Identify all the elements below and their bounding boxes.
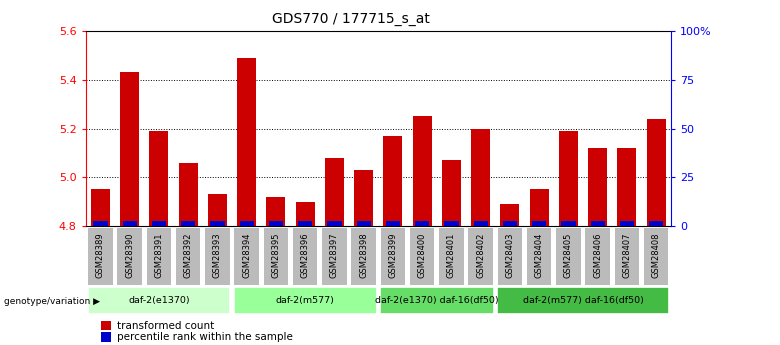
Bar: [618, 148, 636, 226]
Bar: [94, 220, 108, 226]
FancyBboxPatch shape: [381, 228, 406, 285]
Text: GDS770 / 177715_s_at: GDS770 / 177715_s_at: [272, 12, 430, 26]
Bar: [384, 136, 402, 226]
Bar: [211, 220, 225, 226]
FancyBboxPatch shape: [176, 228, 200, 285]
Text: GSM28403: GSM28403: [505, 232, 515, 278]
Text: GSM28393: GSM28393: [213, 232, 222, 278]
Bar: [415, 220, 429, 226]
Text: GSM28391: GSM28391: [154, 232, 164, 278]
Text: GSM28398: GSM28398: [359, 232, 368, 278]
Text: GSM28408: GSM28408: [651, 232, 661, 278]
FancyBboxPatch shape: [117, 228, 142, 285]
FancyBboxPatch shape: [351, 228, 376, 285]
Text: GSM28395: GSM28395: [271, 232, 281, 278]
Bar: [120, 72, 139, 226]
Bar: [503, 220, 517, 226]
Text: daf-2(e1370): daf-2(e1370): [128, 296, 190, 305]
Bar: [647, 119, 665, 226]
FancyBboxPatch shape: [322, 228, 346, 285]
Bar: [150, 131, 168, 226]
Bar: [413, 116, 431, 226]
Text: GSM28389: GSM28389: [96, 232, 105, 278]
Text: daf-2(m577): daf-2(m577): [276, 296, 335, 305]
FancyBboxPatch shape: [644, 228, 668, 285]
Text: genotype/variation ▶: genotype/variation ▶: [4, 297, 100, 306]
Text: GSM28396: GSM28396: [300, 232, 310, 278]
Bar: [386, 220, 400, 226]
Bar: [122, 220, 136, 226]
Text: daf-2(e1370) daf-16(df50): daf-2(e1370) daf-16(df50): [375, 296, 498, 305]
Text: GSM28405: GSM28405: [564, 232, 573, 278]
Bar: [325, 158, 344, 226]
Text: percentile rank within the sample: percentile rank within the sample: [117, 332, 292, 342]
FancyBboxPatch shape: [585, 228, 610, 285]
FancyBboxPatch shape: [498, 228, 523, 285]
Bar: [354, 170, 373, 226]
FancyBboxPatch shape: [205, 228, 229, 285]
Bar: [649, 220, 663, 226]
Bar: [559, 131, 578, 226]
Bar: [179, 162, 197, 226]
FancyBboxPatch shape: [527, 228, 551, 285]
Bar: [181, 220, 195, 226]
FancyBboxPatch shape: [88, 228, 112, 285]
Text: GSM28402: GSM28402: [476, 232, 485, 278]
Bar: [298, 220, 312, 226]
Bar: [442, 160, 461, 226]
Bar: [239, 220, 254, 226]
Bar: [445, 220, 459, 226]
Bar: [208, 194, 227, 226]
Bar: [91, 189, 110, 226]
Text: GSM28404: GSM28404: [534, 232, 544, 278]
Bar: [267, 197, 285, 226]
FancyBboxPatch shape: [439, 228, 463, 285]
Bar: [356, 220, 370, 226]
FancyBboxPatch shape: [380, 287, 494, 314]
FancyBboxPatch shape: [556, 228, 580, 285]
Text: GSM28400: GSM28400: [417, 232, 427, 278]
Bar: [152, 220, 166, 226]
FancyBboxPatch shape: [264, 228, 289, 285]
Bar: [269, 220, 283, 226]
FancyBboxPatch shape: [87, 287, 230, 314]
Text: GSM28394: GSM28394: [242, 232, 251, 278]
Bar: [473, 220, 488, 226]
Text: GSM28401: GSM28401: [447, 232, 456, 278]
Text: GSM28390: GSM28390: [125, 232, 134, 278]
Bar: [530, 189, 548, 226]
FancyBboxPatch shape: [234, 228, 259, 285]
FancyBboxPatch shape: [615, 228, 639, 285]
FancyBboxPatch shape: [293, 228, 317, 285]
FancyBboxPatch shape: [147, 228, 171, 285]
Bar: [501, 204, 519, 226]
FancyBboxPatch shape: [497, 287, 669, 314]
Bar: [562, 220, 576, 226]
Text: GSM28407: GSM28407: [622, 232, 632, 278]
Bar: [620, 220, 634, 226]
FancyBboxPatch shape: [410, 228, 434, 285]
FancyBboxPatch shape: [468, 228, 493, 285]
Text: daf-2(m577) daf-16(df50): daf-2(m577) daf-16(df50): [523, 296, 644, 305]
Bar: [471, 128, 490, 226]
Text: transformed count: transformed count: [117, 321, 215, 331]
Text: GSM28397: GSM28397: [330, 232, 339, 278]
Text: GSM28406: GSM28406: [593, 232, 602, 278]
Bar: [588, 148, 607, 226]
Bar: [590, 220, 604, 226]
Text: GSM28392: GSM28392: [183, 232, 193, 278]
Bar: [237, 58, 256, 226]
Bar: [328, 220, 342, 226]
Bar: [532, 220, 546, 226]
Text: GSM28399: GSM28399: [388, 232, 398, 278]
FancyBboxPatch shape: [234, 287, 377, 314]
Bar: [296, 201, 314, 226]
